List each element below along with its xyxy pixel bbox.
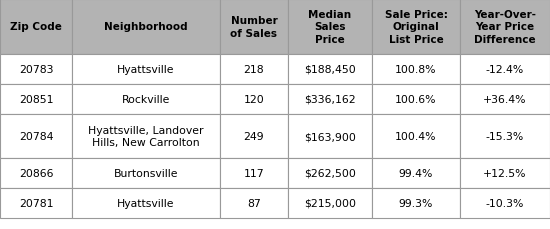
Text: -10.3%: -10.3% bbox=[486, 198, 524, 208]
Text: 120: 120 bbox=[244, 95, 265, 105]
Bar bbox=[288, 0, 372, 55]
Text: +12.5%: +12.5% bbox=[483, 168, 527, 178]
Bar bbox=[372, 188, 460, 218]
Bar bbox=[288, 85, 372, 114]
Bar bbox=[460, 0, 550, 55]
Text: 99.3%: 99.3% bbox=[399, 198, 433, 208]
Text: $262,500: $262,500 bbox=[304, 168, 356, 178]
Bar bbox=[0, 85, 72, 114]
Bar bbox=[220, 0, 288, 55]
Text: Zip Code: Zip Code bbox=[10, 22, 62, 32]
Text: -12.4%: -12.4% bbox=[486, 65, 524, 75]
Text: Hyattsville, Landover
Hills, New Carrolton: Hyattsville, Landover Hills, New Carrolt… bbox=[88, 125, 204, 147]
Text: Hyattsville: Hyattsville bbox=[117, 65, 175, 75]
Text: 117: 117 bbox=[244, 168, 265, 178]
Bar bbox=[72, 188, 220, 218]
Bar bbox=[220, 158, 288, 188]
Text: 249: 249 bbox=[244, 131, 265, 141]
Bar bbox=[0, 114, 72, 158]
Bar bbox=[288, 188, 372, 218]
Bar bbox=[220, 55, 288, 85]
Bar bbox=[72, 55, 220, 85]
Text: Hyattsville: Hyattsville bbox=[117, 198, 175, 208]
Text: 100.8%: 100.8% bbox=[395, 65, 437, 75]
Text: 99.4%: 99.4% bbox=[399, 168, 433, 178]
Text: 218: 218 bbox=[244, 65, 265, 75]
Bar bbox=[288, 114, 372, 158]
Text: Median
Sales
Price: Median Sales Price bbox=[309, 10, 351, 45]
Text: Rockville: Rockville bbox=[122, 95, 170, 105]
Text: $336,162: $336,162 bbox=[304, 95, 356, 105]
Text: $215,000: $215,000 bbox=[304, 198, 356, 208]
Bar bbox=[288, 55, 372, 85]
Text: 20783: 20783 bbox=[19, 65, 53, 75]
Bar bbox=[372, 114, 460, 158]
Text: $188,450: $188,450 bbox=[304, 65, 356, 75]
Text: 100.4%: 100.4% bbox=[395, 131, 437, 141]
Bar bbox=[460, 158, 550, 188]
Bar bbox=[220, 114, 288, 158]
Text: 20784: 20784 bbox=[19, 131, 53, 141]
Bar bbox=[0, 55, 72, 85]
Text: $163,900: $163,900 bbox=[304, 131, 356, 141]
Text: +36.4%: +36.4% bbox=[483, 95, 527, 105]
Bar bbox=[72, 114, 220, 158]
Bar bbox=[0, 0, 72, 55]
Text: Number
of Sales: Number of Sales bbox=[230, 16, 278, 38]
Text: 20851: 20851 bbox=[19, 95, 53, 105]
Bar bbox=[72, 0, 220, 55]
Bar bbox=[372, 0, 460, 55]
Bar bbox=[460, 188, 550, 218]
Bar bbox=[372, 85, 460, 114]
Bar bbox=[0, 188, 72, 218]
Text: Year-Over-
Year Price
Difference: Year-Over- Year Price Difference bbox=[474, 10, 536, 45]
Text: Burtonsville: Burtonsville bbox=[114, 168, 178, 178]
Text: 100.6%: 100.6% bbox=[395, 95, 437, 105]
Text: 20781: 20781 bbox=[19, 198, 53, 208]
Bar bbox=[460, 85, 550, 114]
Bar bbox=[372, 55, 460, 85]
Bar bbox=[372, 158, 460, 188]
Text: 20866: 20866 bbox=[19, 168, 53, 178]
Text: 87: 87 bbox=[247, 198, 261, 208]
Bar bbox=[220, 188, 288, 218]
Bar bbox=[460, 55, 550, 85]
Bar bbox=[72, 85, 220, 114]
Bar bbox=[220, 85, 288, 114]
Bar bbox=[0, 158, 72, 188]
Text: Neighborhood: Neighborhood bbox=[104, 22, 188, 32]
Bar bbox=[72, 158, 220, 188]
Bar bbox=[288, 158, 372, 188]
Bar bbox=[460, 114, 550, 158]
Text: -15.3%: -15.3% bbox=[486, 131, 524, 141]
Text: Sale Price:
Original
List Price: Sale Price: Original List Price bbox=[384, 10, 448, 45]
